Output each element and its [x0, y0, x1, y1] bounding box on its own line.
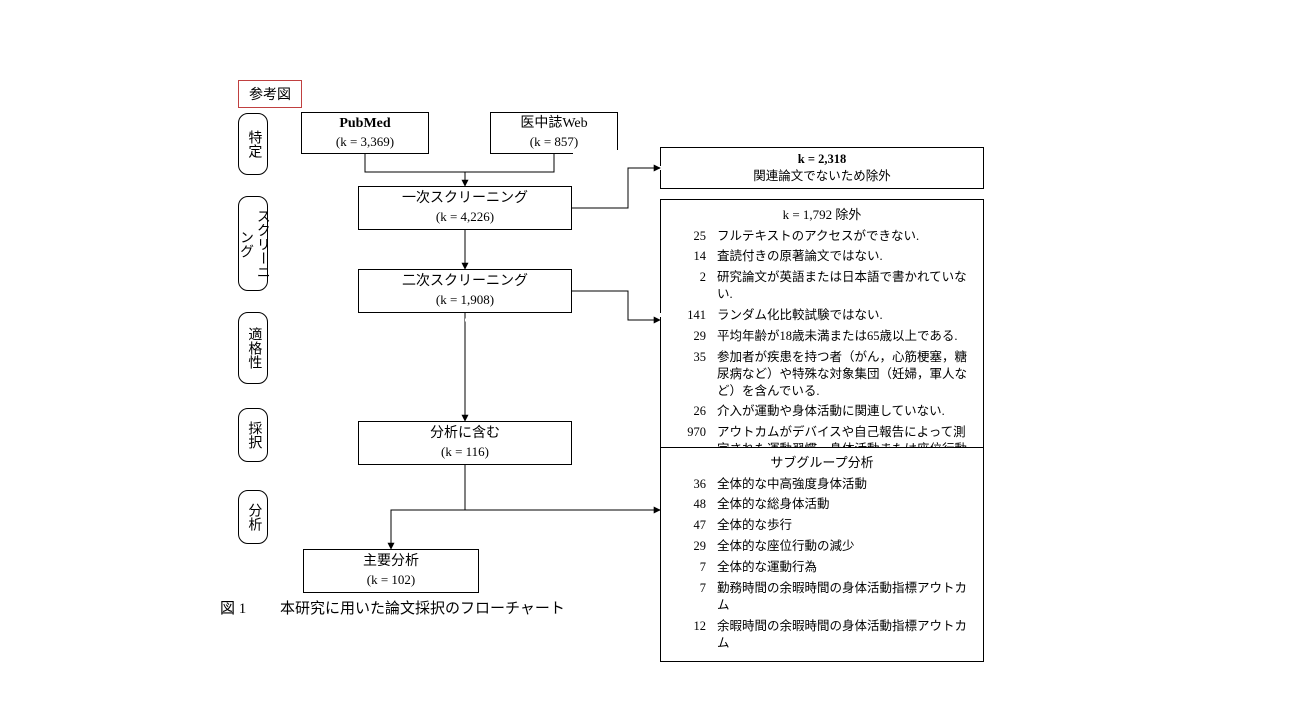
exclusion-reason: 余暇時間の余暇時間の身体活動指標アウトカム — [716, 616, 973, 654]
exclusion-count: 7 — [671, 578, 716, 616]
exclusion-row: 36全体的な中高強度身体活動 — [671, 474, 973, 495]
flow-ichushi-title: 医中誌Web — [520, 115, 587, 133]
flowchart-canvas: 参考図 特定 スクリーニング 適格性 採択 分析 PubMed (k = 3,3… — [0, 0, 1294, 724]
exclusion-reason: 全体的な総身体活動 — [716, 494, 973, 515]
exclusion-row: 7全体的な運動行為 — [671, 557, 973, 578]
exclusion-row: 2研究論文が英語または日本語で書かれていない. — [671, 267, 973, 305]
exclusion-row: 14査読付きの原著論文ではない. — [671, 246, 973, 267]
flow-screen1: 一次スクリーニング (k = 4,226) — [358, 186, 572, 230]
flow-pubmed: PubMed (k = 3,369) — [301, 112, 429, 154]
stage-analysis: 分析 — [238, 490, 268, 544]
exclusion-reason: 全体的な運動行為 — [716, 557, 973, 578]
stage-identify: 特定 — [238, 113, 268, 175]
exclusion-reason: 査読付きの原著論文ではない. — [716, 246, 973, 267]
flow-pubmed-count: (k = 3,369) — [336, 134, 394, 151]
exclusion-count: 7 — [671, 557, 716, 578]
exclusion-row: 48全体的な総身体活動 — [671, 494, 973, 515]
exclusion-count: 29 — [671, 326, 716, 347]
exclusion-count: 47 — [671, 515, 716, 536]
exclusion-count: 26 — [671, 401, 716, 422]
stage-eligibility: 適格性 — [238, 312, 268, 384]
exclusion-row: 47全体的な歩行 — [671, 515, 973, 536]
exclusion-reason: 勤務時間の余暇時間の身体活動指標アウトカム — [716, 578, 973, 616]
flow-primary-title: 主要分析 — [363, 553, 419, 571]
exclusion-reason: 平均年齢が18歳未満または65歳以上である. — [716, 326, 973, 347]
flow-included: 分析に含む (k = 116) — [358, 421, 572, 465]
exclusion-row: 7勤務時間の余暇時間の身体活動指標アウトカム — [671, 578, 973, 616]
side2-header: k = 1,792 除外 — [671, 206, 973, 224]
exclusion-row: 25フルテキストのアクセスができない. — [671, 226, 973, 247]
flow-primary: 主要分析 (k = 102) — [303, 549, 479, 593]
flow-included-count: (k = 116) — [441, 444, 489, 461]
side1-subtitle: 関連論文でないため除外 — [753, 168, 891, 185]
side-subgroup: サブグループ分析 36全体的な中高強度身体活動48全体的な総身体活動47全体的な… — [660, 447, 984, 662]
flow-primary-count: (k = 102) — [367, 572, 416, 589]
side1-title: k = 2,318 — [798, 151, 846, 168]
flow-screen1-count: (k = 4,226) — [436, 209, 494, 226]
figure-number: 図 1 — [220, 597, 246, 618]
exclusion-reason: 研究論文が英語または日本語で書かれていない. — [716, 267, 973, 305]
exclusion-count: 36 — [671, 474, 716, 495]
stage-screening: スクリーニング — [238, 196, 268, 291]
exclusion-count: 35 — [671, 347, 716, 402]
side3-table: 36全体的な中高強度身体活動48全体的な総身体活動47全体的な歩行29全体的な座… — [671, 474, 973, 654]
reference-figure-label: 参考図 — [238, 80, 302, 108]
flow-ichushi: 医中誌Web (k = 857) — [490, 112, 618, 154]
flow-pubmed-title: PubMed — [339, 115, 390, 133]
stage-selection: 採択 — [238, 408, 268, 462]
exclusion-reason: 介入が運動や身体活動に関連していない. — [716, 401, 973, 422]
exclusion-count: 2 — [671, 267, 716, 305]
flowchart-arrows-final — [0, 0, 1294, 724]
side-excluded-2318: k = 2,318 関連論文でないため除外 — [660, 147, 984, 189]
flow-screen1-title: 一次スクリーニング — [402, 190, 528, 208]
exclusion-reason: 全体的な中高強度身体活動 — [716, 474, 973, 495]
exclusion-count: 141 — [671, 305, 716, 326]
exclusion-row: 141ランダム化比較試験ではない. — [671, 305, 973, 326]
exclusion-row: 29平均年齢が18歳未満または65歳以上である. — [671, 326, 973, 347]
exclusion-count: 14 — [671, 246, 716, 267]
flowchart-arrows-fix — [0, 0, 1294, 724]
exclusion-reason: 全体的な座位行動の減少 — [716, 536, 973, 557]
exclusion-row: 35参加者が疾患を持つ者（がん，心筋梗塞，糖尿病など）や特殊な対象集団（妊婦，軍… — [671, 347, 973, 402]
flow-ichushi-count: (k = 857) — [530, 134, 579, 151]
exclusion-row: 12余暇時間の余暇時間の身体活動指標アウトカム — [671, 616, 973, 654]
exclusion-count: 25 — [671, 226, 716, 247]
exclusion-reason: 参加者が疾患を持つ者（がん，心筋梗塞，糖尿病など）や特殊な対象集団（妊婦，軍人な… — [716, 347, 973, 402]
exclusion-reason: 全体的な歩行 — [716, 515, 973, 536]
flow-screen2-title: 二次スクリーニング — [402, 273, 528, 291]
exclusion-row: 26介入が運動や身体活動に関連していない. — [671, 401, 973, 422]
flow-included-title: 分析に含む — [430, 425, 500, 443]
exclusion-reason: フルテキストのアクセスができない. — [716, 226, 973, 247]
exclusion-count: 48 — [671, 494, 716, 515]
exclusion-count: 29 — [671, 536, 716, 557]
flowchart-arrows — [0, 0, 1294, 724]
flow-screen2: 二次スクリーニング (k = 1,908) — [358, 269, 572, 313]
exclusion-reason: ランダム化比較試験ではない. — [716, 305, 973, 326]
exclusion-count: 12 — [671, 616, 716, 654]
flow-screen2-count: (k = 1,908) — [436, 292, 494, 309]
side3-header: サブグループ分析 — [671, 454, 973, 472]
figure-caption: 本研究に用いた論文採択のフローチャート — [280, 597, 565, 618]
exclusion-row: 29全体的な座位行動の減少 — [671, 536, 973, 557]
